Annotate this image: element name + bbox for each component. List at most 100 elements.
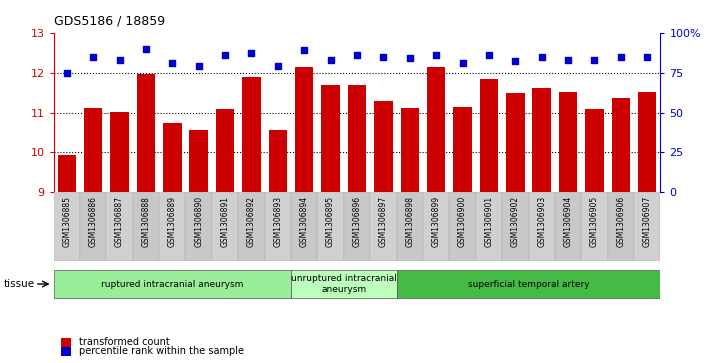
Bar xyxy=(533,88,551,192)
Point xyxy=(431,52,442,58)
Text: GSM1306896: GSM1306896 xyxy=(353,196,361,247)
Text: GSM1306888: GSM1306888 xyxy=(141,196,151,247)
Text: GSM1306906: GSM1306906 xyxy=(616,196,625,247)
Point xyxy=(615,54,627,60)
Bar xyxy=(506,93,525,192)
Text: GSM1306901: GSM1306901 xyxy=(484,196,493,247)
Text: unruptured intracranial
aneurysm: unruptured intracranial aneurysm xyxy=(291,274,397,294)
Bar xyxy=(106,192,133,261)
Text: GSM1306892: GSM1306892 xyxy=(247,196,256,247)
Bar xyxy=(84,108,102,192)
Bar xyxy=(612,98,630,192)
Point xyxy=(457,60,468,66)
Bar xyxy=(608,192,634,261)
Text: GSM1306902: GSM1306902 xyxy=(511,196,520,247)
Text: GSM1306890: GSM1306890 xyxy=(194,196,203,247)
Bar xyxy=(54,270,291,298)
Bar xyxy=(638,92,656,192)
Text: GSM1306904: GSM1306904 xyxy=(563,196,573,247)
Point xyxy=(114,57,125,63)
Text: GDS5186 / 18859: GDS5186 / 18859 xyxy=(54,15,165,28)
Point xyxy=(140,46,151,52)
Text: GSM1306885: GSM1306885 xyxy=(62,196,71,247)
Bar xyxy=(186,192,212,261)
Bar xyxy=(216,109,234,192)
Bar xyxy=(295,67,313,192)
Point xyxy=(325,57,336,63)
Bar xyxy=(555,192,581,261)
Bar xyxy=(427,68,446,192)
Point xyxy=(193,63,204,69)
Bar xyxy=(133,192,159,261)
Text: ruptured intracranial aneurysm: ruptured intracranial aneurysm xyxy=(101,280,243,289)
Point xyxy=(351,52,363,58)
Bar xyxy=(265,192,291,261)
Text: GSM1306889: GSM1306889 xyxy=(168,196,177,247)
Bar xyxy=(163,123,181,192)
Text: transformed count: transformed count xyxy=(79,337,169,347)
Bar xyxy=(476,192,502,261)
Point xyxy=(246,50,257,56)
Point xyxy=(61,70,72,76)
Point xyxy=(404,55,416,61)
Text: GSM1306891: GSM1306891 xyxy=(221,196,230,247)
Bar xyxy=(159,192,186,261)
Text: GSM1306897: GSM1306897 xyxy=(379,196,388,247)
Point xyxy=(166,60,178,66)
Bar xyxy=(449,192,476,261)
Bar xyxy=(423,192,449,261)
Bar xyxy=(370,192,396,261)
Bar xyxy=(58,155,76,192)
Point xyxy=(642,54,653,60)
Text: GSM1306895: GSM1306895 xyxy=(326,196,335,247)
Point xyxy=(219,52,231,58)
Bar xyxy=(268,130,287,192)
Bar xyxy=(110,112,129,192)
Bar xyxy=(212,192,238,261)
Text: GSM1306893: GSM1306893 xyxy=(273,196,282,247)
Bar xyxy=(634,192,660,261)
Text: tissue: tissue xyxy=(4,279,35,289)
Bar xyxy=(528,192,555,261)
Bar xyxy=(291,270,396,298)
Bar xyxy=(238,192,265,261)
Bar xyxy=(396,270,660,298)
Point xyxy=(483,52,495,58)
Text: GSM1306894: GSM1306894 xyxy=(300,196,308,247)
Point xyxy=(563,57,574,63)
Bar xyxy=(80,192,106,261)
Text: GSM1306887: GSM1306887 xyxy=(115,196,124,247)
Bar xyxy=(242,77,261,192)
Bar xyxy=(480,79,498,192)
Point xyxy=(272,63,283,69)
Text: superficial temporal artery: superficial temporal artery xyxy=(468,280,589,289)
Bar xyxy=(559,92,578,192)
Point xyxy=(510,58,521,64)
Text: GSM1306905: GSM1306905 xyxy=(590,196,599,247)
Point xyxy=(298,47,310,53)
Bar xyxy=(581,192,608,261)
Point xyxy=(589,57,600,63)
Bar xyxy=(374,101,393,192)
Text: GSM1306899: GSM1306899 xyxy=(432,196,441,247)
Text: GSM1306886: GSM1306886 xyxy=(89,196,98,247)
Bar xyxy=(344,192,370,261)
Bar xyxy=(136,74,155,192)
Text: GSM1306903: GSM1306903 xyxy=(537,196,546,247)
Bar xyxy=(396,192,423,261)
Bar xyxy=(291,192,318,261)
Point xyxy=(378,54,389,60)
Bar xyxy=(348,85,366,192)
Bar xyxy=(502,192,528,261)
Bar xyxy=(585,109,604,192)
Text: GSM1306900: GSM1306900 xyxy=(458,196,467,247)
Bar xyxy=(189,130,208,192)
Text: GSM1306898: GSM1306898 xyxy=(406,196,414,247)
Bar xyxy=(318,192,344,261)
Bar xyxy=(453,107,472,192)
Point xyxy=(87,54,99,60)
Bar xyxy=(54,192,80,261)
Bar xyxy=(321,85,340,192)
Text: GSM1306907: GSM1306907 xyxy=(643,196,652,247)
Bar xyxy=(401,108,419,192)
